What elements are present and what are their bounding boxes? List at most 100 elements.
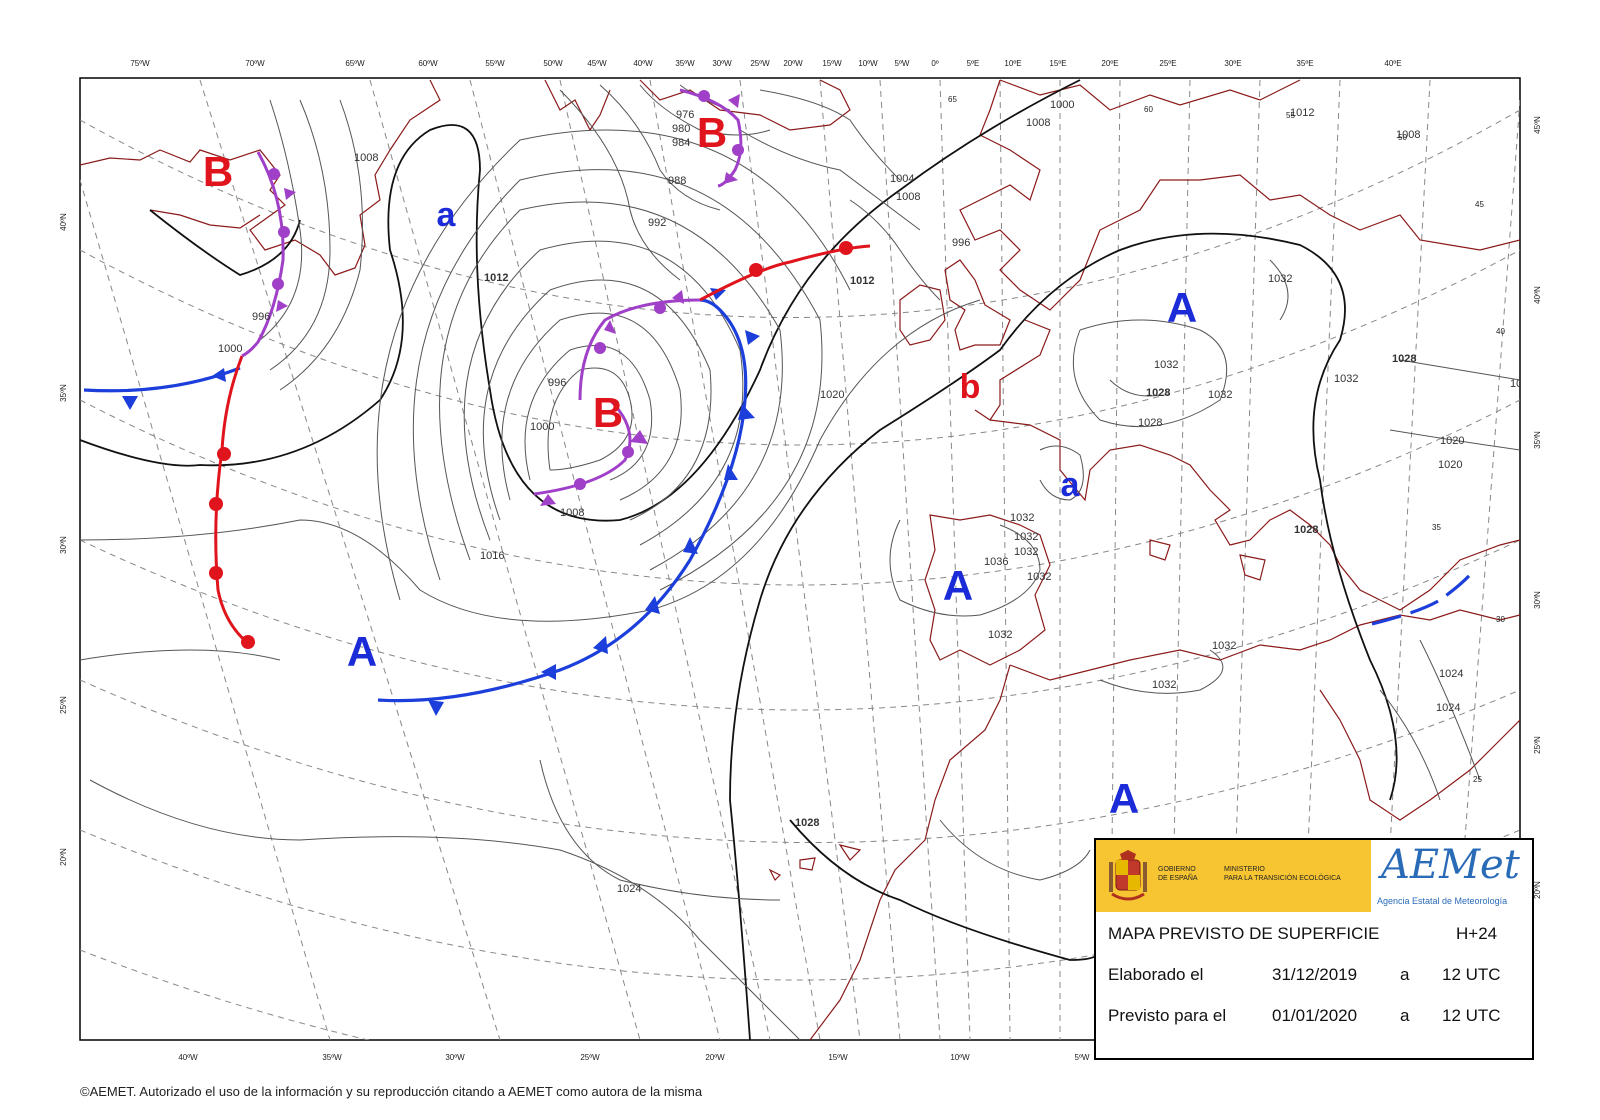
elaborated-a: a — [1400, 965, 1409, 984]
forecast-label: Previsto para el — [1108, 1006, 1226, 1025]
graticule-label: 35 — [1432, 523, 1441, 532]
pressure-center-low: B — [697, 109, 727, 156]
top-tick-label: 25ºW — [750, 59, 770, 68]
elaborated-label: Elaborado el — [1108, 965, 1203, 984]
top-tick-label: 25ºE — [1159, 59, 1176, 68]
isobar-label: 1008 — [896, 191, 920, 203]
isobar-label: 1008 — [354, 152, 378, 164]
royal-coat-of-arms-icon — [1108, 850, 1148, 902]
isobar-label: 1032 — [1027, 571, 1051, 583]
isobar-label: 1032 — [1208, 389, 1232, 401]
aemet-logo-subtitle: Agencia Estatal de Meteorología — [1377, 896, 1507, 906]
graticule-label: 55 — [1286, 111, 1295, 120]
top-tick-label: 35ºE — [1296, 59, 1313, 68]
left-tick-label: 30ºN — [59, 536, 68, 554]
elaborated-time: 12 UTC — [1442, 965, 1501, 984]
pressure-center-high: a — [437, 196, 457, 234]
isobar-label: 1036 — [984, 556, 1008, 568]
left-tick-label: 40ºN — [59, 213, 68, 231]
isobar-label: 980 — [672, 123, 690, 135]
left-axis-ticks: 40ºN 35ºN 30ºN 25ºN 20ºN — [59, 213, 68, 866]
top-tick-label: 40ºE — [1384, 59, 1401, 68]
bottom-tick-label: 15ºW — [828, 1053, 848, 1062]
isobar-label: 996 — [252, 311, 270, 323]
graticule-label: 65 — [948, 95, 957, 104]
isobar-label: 984 — [672, 137, 690, 149]
bottom-tick-label: 35ºW — [322, 1053, 342, 1062]
top-tick-label: 30ºW — [712, 59, 732, 68]
isobar-label: 1032 — [988, 629, 1012, 641]
isobar-label: 1032 — [1010, 512, 1034, 524]
isobar-label: 1024 — [1436, 702, 1460, 714]
bottom-tick-label: 25ºW — [580, 1053, 600, 1062]
isobar-label: 1020 — [820, 389, 844, 401]
legend-title: MAPA PREVISTO DE SUPERFICIE — [1108, 924, 1379, 943]
top-tick-label: 65ºW — [345, 59, 365, 68]
top-tick-label: 20ºW — [783, 59, 803, 68]
top-tick-label: 5ºE — [967, 59, 980, 68]
top-tick-label: 30ºE — [1224, 59, 1241, 68]
elaborated-date: 31/12/2019 — [1272, 965, 1357, 984]
graticule-label: 50 — [1398, 133, 1407, 142]
forecast-date: 01/01/2020 — [1272, 1006, 1357, 1025]
isobar-label: 1032 — [1334, 373, 1358, 385]
forecast-time: 12 UTC — [1442, 1006, 1501, 1025]
graticule-label: 45 — [1475, 200, 1484, 209]
graticule-label: 30 — [1496, 615, 1505, 624]
top-tick-label: 5ºW — [895, 59, 910, 68]
isobar-label: 1012 — [850, 275, 874, 287]
aemet-logo-text: AEMet — [1381, 842, 1520, 888]
pressure-center-high: A — [943, 562, 973, 609]
isobar-label: 1020 — [1438, 459, 1462, 471]
left-tick-label: 25ºN — [59, 696, 68, 714]
forecast-legend-box: GOBIERNO DE ESPAÑA MINISTERIO PARA LA TR… — [1094, 838, 1534, 1060]
right-tick-label: 45ºN — [1533, 116, 1542, 134]
top-tick-label: 55ºW — [485, 59, 505, 68]
gov-line2: DE ESPAÑA — [1158, 874, 1198, 883]
top-tick-label: 15ºE — [1049, 59, 1066, 68]
bottom-tick-label: 10ºW — [950, 1053, 970, 1062]
isobar-label: 1020 — [1440, 435, 1464, 447]
isobar-label: 996 — [952, 237, 970, 249]
isobar-label: 996 — [548, 377, 566, 389]
top-tick-label: 40ºW — [633, 59, 653, 68]
right-tick-label: 20ºN — [1533, 881, 1542, 899]
right-tick-label: 35ºN — [1533, 431, 1542, 449]
pressure-center-low: b — [960, 368, 981, 406]
isobar-label: 992 — [648, 217, 666, 229]
isobar-label: 1032 — [1154, 359, 1178, 371]
bottom-tick-label: 20ºW — [705, 1053, 725, 1062]
isobar-label: 1000 — [1050, 99, 1074, 111]
ministry-line2: PARA LA TRANSICIÓN ECOLÓGICA — [1224, 874, 1341, 883]
top-tick-label: 75ºW — [130, 59, 150, 68]
copyright-footer: ©AEMET. Autorizado el uso de la informac… — [80, 1084, 702, 1099]
pressure-center-low: B — [593, 389, 623, 436]
isobar-label: 1012 — [484, 272, 508, 284]
isobar-label: 1032 — [1152, 679, 1176, 691]
top-tick-label: 0º — [931, 59, 938, 68]
graticule-label: 40 — [1496, 327, 1505, 336]
right-tick-label: 40ºN — [1533, 286, 1542, 304]
pressure-center-low: B — [203, 148, 233, 195]
isobar-label: 1016 — [1510, 378, 1534, 390]
isobar-label: 1004 — [890, 173, 914, 185]
isobar-label: 1028 — [1294, 524, 1318, 536]
top-tick-label: 20ºE — [1101, 59, 1118, 68]
isobar-label: 1008 — [1026, 117, 1050, 129]
left-tick-label: 35ºN — [59, 384, 68, 402]
top-tick-label: 70ºW — [245, 59, 265, 68]
right-tick-label: 25ºN — [1533, 736, 1542, 754]
government-banner: GOBIERNO DE ESPAÑA MINISTERIO PARA LA TR… — [1096, 840, 1371, 912]
pressure-center-high: A — [1109, 775, 1139, 822]
isobar-label: 1032 — [1014, 531, 1038, 543]
isobar-label: 988 — [668, 175, 686, 187]
graticule-label: 25 — [1473, 775, 1482, 784]
isobar-label: 1032 — [1014, 546, 1038, 558]
top-tick-label: 10ºW — [858, 59, 878, 68]
top-tick-label: 50ºW — [543, 59, 563, 68]
isobar-label: 1028 — [795, 817, 819, 829]
top-tick-label: 15ºW — [822, 59, 842, 68]
legend-horizon: H+24 — [1456, 924, 1497, 943]
top-tick-label: 60ºW — [418, 59, 438, 68]
bottom-tick-label: 5ºW — [1075, 1053, 1090, 1062]
